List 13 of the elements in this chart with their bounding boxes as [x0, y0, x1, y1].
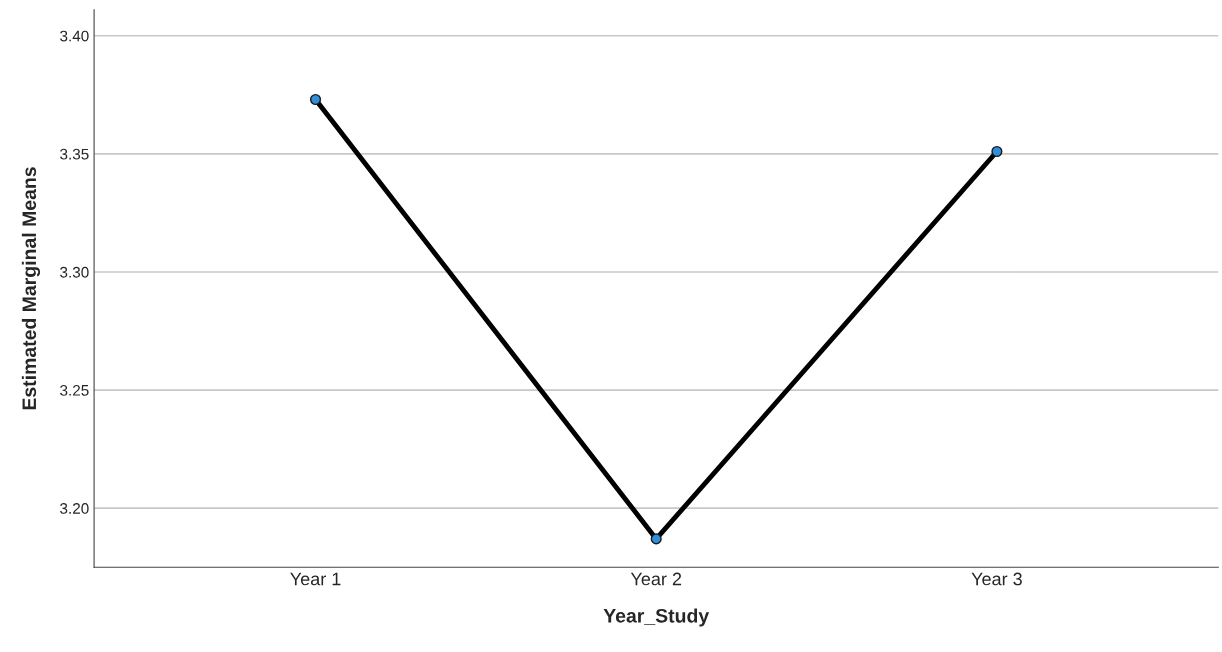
y-axis-title: Estimated Marginal Means: [21, 167, 41, 410]
x-tick-label: Year 1: [290, 572, 341, 586]
point: [991, 145, 1003, 158]
y-tick-label: 3.25: [60, 384, 89, 396]
point: [650, 533, 662, 545]
y-tick-label: 3.30: [60, 266, 89, 278]
y-tick-label: 3.20: [60, 503, 89, 514]
x-tick-label: Year 3: [971, 572, 1022, 586]
y-tick-label: 3.35: [60, 148, 89, 160]
x-axis-title: Year_Study: [603, 608, 710, 627]
x-tick-label: Year 2: [630, 572, 682, 586]
point: [309, 93, 322, 106]
y-tick-label: 3.40: [60, 30, 89, 42]
